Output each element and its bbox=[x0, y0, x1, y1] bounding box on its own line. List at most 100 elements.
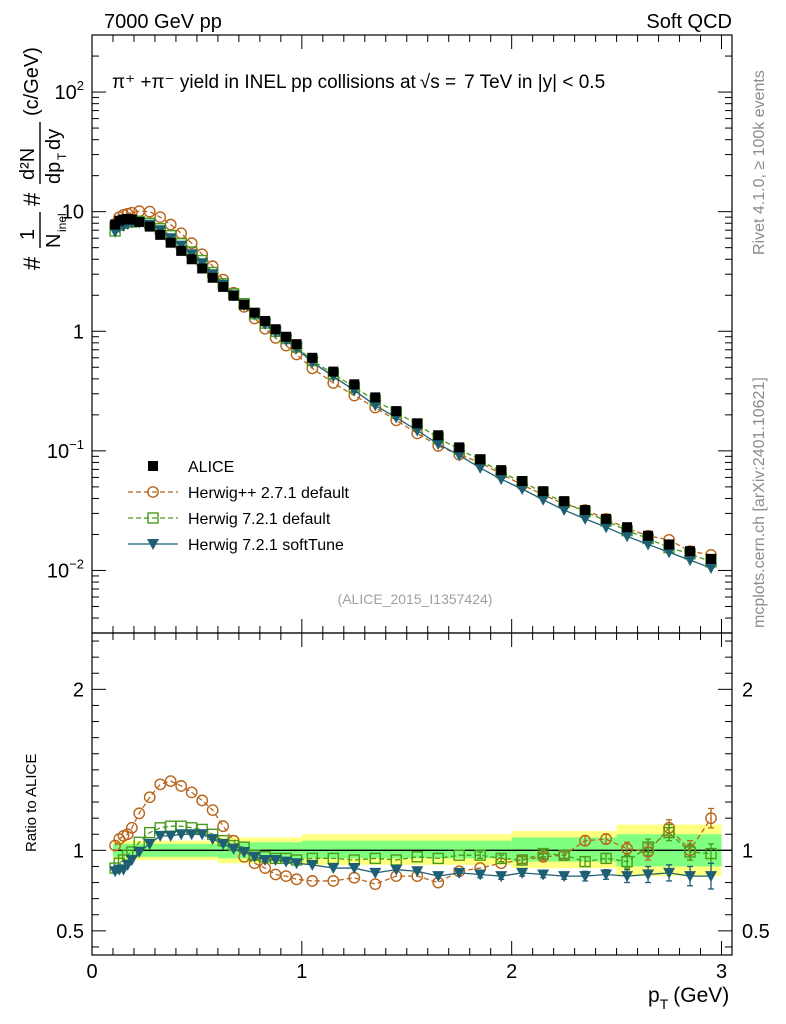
ratio-point bbox=[280, 856, 293, 868]
data-point bbox=[134, 216, 145, 227]
data-point bbox=[186, 254, 197, 265]
ratio-point bbox=[453, 867, 466, 879]
ratio-point bbox=[121, 828, 134, 841]
ratio-point bbox=[495, 871, 508, 883]
data-point bbox=[432, 439, 445, 451]
ratio-point bbox=[327, 852, 340, 865]
xlabel: pT (GeV) bbox=[648, 984, 729, 1012]
ratio-point bbox=[327, 875, 340, 887]
data-point bbox=[643, 530, 654, 541]
ratio-point bbox=[175, 829, 188, 841]
data-point bbox=[601, 513, 612, 524]
ratio-y-tick-label: 1 bbox=[73, 840, 84, 862]
ratio-point bbox=[579, 871, 592, 883]
ratio-point bbox=[154, 778, 167, 791]
data-point bbox=[621, 531, 634, 543]
x-tick-label: 1 bbox=[296, 961, 307, 983]
ratio-point bbox=[600, 852, 612, 865]
ratio-point bbox=[290, 873, 303, 886]
data-point bbox=[228, 290, 239, 301]
ratio-point bbox=[125, 855, 138, 867]
ratio-point bbox=[196, 829, 209, 841]
ratio-point bbox=[185, 829, 198, 841]
data-point bbox=[218, 281, 229, 292]
ratio-ylabel: Ratio to ALICE bbox=[23, 754, 40, 852]
data-point bbox=[664, 539, 675, 550]
ratio-point bbox=[259, 855, 272, 867]
ylabel-n: N bbox=[43, 234, 65, 248]
data-point bbox=[307, 352, 318, 363]
ratio-point bbox=[196, 794, 209, 807]
data-point bbox=[475, 454, 486, 465]
plot-title-main: π⁺ +π⁻ yield in INEL pp collisions at bbox=[112, 72, 417, 93]
data-point bbox=[239, 299, 250, 310]
ratio-point bbox=[327, 863, 340, 875]
data-point bbox=[175, 227, 188, 240]
ratio-point bbox=[705, 812, 717, 825]
data-point bbox=[474, 462, 487, 474]
ratio-line bbox=[114, 780, 712, 885]
main-y-tick-label: 10−2 bbox=[47, 556, 84, 582]
ratio-point bbox=[432, 871, 445, 883]
ratio-point bbox=[558, 871, 571, 883]
ratio-point bbox=[684, 871, 697, 883]
plot-title: π⁺ +π⁻ yield in INEL pp collisions at √s … bbox=[112, 72, 605, 93]
ratio-point bbox=[217, 820, 230, 833]
ratio-point bbox=[164, 830, 177, 842]
ratio-point bbox=[143, 838, 156, 850]
ratio-y-tick-label: 2 bbox=[73, 679, 84, 701]
data-point bbox=[558, 505, 571, 517]
ratio-point bbox=[390, 864, 403, 876]
series-line bbox=[114, 210, 712, 556]
data-point bbox=[369, 400, 382, 412]
main-series-layer bbox=[109, 205, 718, 574]
legend-label: Herwig 7.2.1 softTune bbox=[188, 537, 344, 554]
x-tick-label: 3 bbox=[716, 961, 727, 983]
ratio-point bbox=[537, 847, 549, 860]
data-point bbox=[579, 513, 592, 525]
ratio-point bbox=[125, 821, 138, 834]
data-point bbox=[496, 465, 507, 476]
ratio-line bbox=[114, 825, 712, 869]
ratio-point bbox=[133, 807, 146, 820]
ratio-panel-frame bbox=[91, 632, 733, 956]
mcplots-label: mcplots.cern.ch [arXiv:2401.10621] bbox=[751, 377, 768, 628]
legend-entry: ALICE bbox=[148, 459, 234, 476]
ratio-axis-ticks: 0.5 0.5 1 1 2 2 bbox=[56, 640, 770, 948]
data-point bbox=[495, 474, 508, 486]
ratio-point bbox=[621, 871, 634, 883]
data-point bbox=[538, 486, 549, 497]
rivet-label: Rivet 4.1.0, ≥ 100k events bbox=[751, 70, 768, 255]
data-point bbox=[197, 263, 208, 274]
data-point bbox=[249, 307, 260, 318]
ratio-point bbox=[144, 826, 156, 839]
data-point bbox=[370, 392, 381, 403]
legend-entry: Herwig 7.2.1 softTune bbox=[128, 537, 344, 554]
ratio-point bbox=[516, 854, 528, 866]
main-panel: 102 10 1 10−1 10−2 π⁺ +π⁻ yield in INEL pp c… bbox=[47, 34, 733, 955]
ratio-point bbox=[642, 841, 654, 853]
data-point bbox=[706, 553, 717, 564]
data-point bbox=[600, 522, 613, 534]
ylabel-hash-2: # bbox=[19, 192, 46, 206]
data-point bbox=[559, 496, 570, 507]
data-point bbox=[155, 229, 166, 240]
xlabel-t-sub: T bbox=[660, 996, 669, 1012]
ratio-point bbox=[143, 791, 156, 804]
data-point bbox=[705, 562, 718, 574]
ratio-point bbox=[705, 871, 718, 883]
watermark-label: (ALICE_2015_I1357424) bbox=[338, 591, 493, 607]
ratio-point bbox=[154, 830, 167, 842]
data-point bbox=[207, 272, 218, 283]
ratio-point bbox=[109, 839, 121, 852]
ratio-panel: 0.5 0.5 1 1 2 2 bbox=[56, 632, 770, 956]
ratio-point bbox=[206, 834, 219, 846]
legend-marker bbox=[148, 461, 158, 471]
data-point bbox=[663, 547, 676, 559]
ratio-point bbox=[238, 846, 251, 858]
header-category: Soft QCD bbox=[646, 11, 732, 33]
main-series-alice bbox=[110, 213, 717, 564]
data-point bbox=[517, 475, 528, 486]
ratio-band-inner bbox=[301, 840, 512, 859]
